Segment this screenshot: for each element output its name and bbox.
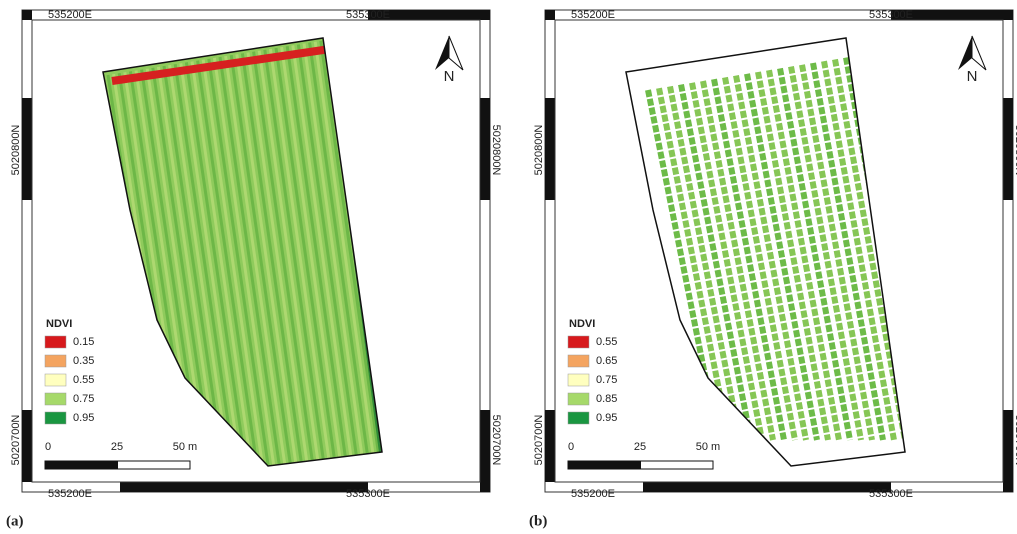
frame-segment [480,482,490,492]
map-panel: 535200E 535200E 535300E 535300E 5020800N 5020… [529,9,1017,530]
figure: 535200E 535200E 535300E 535300E 5020800N 5020… [0,0,1017,534]
legend-label: 0.75 [596,374,617,386]
legend-label: 0.35 [73,355,94,367]
frame-segment [1003,482,1013,492]
coord-label: 5020800N [10,125,22,176]
coord-label: 535200E [48,488,92,500]
frame-segment [1003,410,1013,482]
legend-swatch [45,412,66,424]
legend-swatch [568,336,589,348]
legend-swatch [45,336,66,348]
legend-swatch [45,374,66,386]
scale-label: 50 m [696,441,720,453]
frame-segment [545,10,555,20]
coord-label: 5020700N [533,415,545,466]
legend-swatch [568,374,589,386]
frame-segment [22,10,32,20]
legend-label: 0.95 [73,412,94,424]
frame-segment [120,482,368,492]
page: {"panels": [ {"caption": "(a)", "north":… [0,0,1017,534]
panel-caption: (b) [529,513,547,529]
scale-label: 0 [45,441,51,453]
legend-swatch [568,393,589,405]
legend-swatch [45,393,66,405]
legend-swatch [568,412,589,424]
scale-label: 50 m [173,441,197,453]
frame-segment [545,98,555,200]
frame-segment [643,482,891,492]
frame-segment [1003,98,1013,200]
frame-segment [480,98,490,200]
coord-label: 535200E [48,9,92,21]
coord-label: 535300E [346,9,390,21]
legend-swatch [45,355,66,367]
legend-title: NDVI [46,318,72,330]
scale-label: 25 [111,441,123,453]
legend-label: 0.75 [73,393,94,405]
coord-label: 535300E [869,488,913,500]
panel-caption: (a) [6,513,24,529]
scale-label: 0 [568,441,574,453]
legend-label: 0.85 [596,393,617,405]
legend-label: 0.55 [73,374,94,386]
scale-bar-black [568,461,641,469]
legend-label: 0.55 [596,336,617,348]
map-panel: 535200E 535200E 535300E 535300E 5020800N 5020… [6,9,502,530]
legend-label: 0.15 [73,336,94,348]
coord-label: 5020800N [1013,125,1017,176]
legend-label: 0.65 [596,355,617,367]
frame-segment [545,410,555,482]
north-label: N [444,68,455,85]
coord-label: 5020700N [1013,415,1017,466]
coord-label: 535300E [346,488,390,500]
frame-segment [22,410,32,482]
legend-label: 0.95 [596,412,617,424]
legend-swatch [568,355,589,367]
coord-label: 5020800N [533,125,545,176]
scale-label: 25 [634,441,646,453]
coord-label: 5020800N [490,125,502,176]
coord-label: 5020700N [10,415,22,466]
coord-label: 535300E [869,9,913,21]
frame-segment [480,410,490,482]
coord-label: 535200E [571,488,615,500]
legend-title: NDVI [569,318,595,330]
coord-label: 535200E [571,9,615,21]
coord-label: 5020700N [490,415,502,466]
north-label: N [967,68,978,85]
frame-segment [22,98,32,200]
scale-bar-black [45,461,118,469]
